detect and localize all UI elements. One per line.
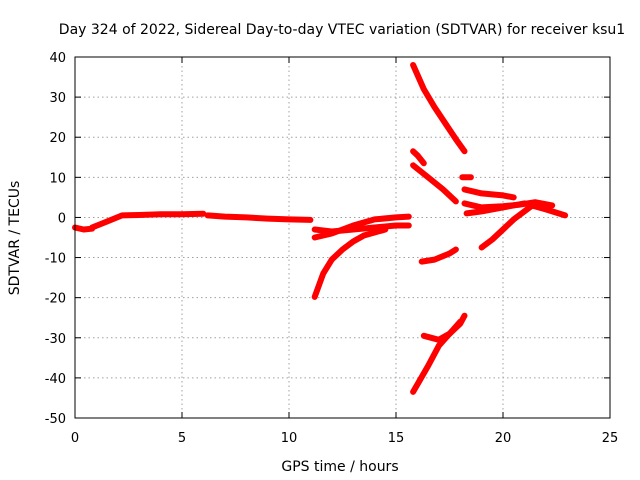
x-tick-label: 15 [388,431,405,446]
y-tick-label: -20 [45,292,66,307]
y-tick-label: -30 [45,332,66,347]
axis-ticks: 0 5 10 15 20 25 40 30 20 10 0 -10 -20 -30 -40 -50 [45,51,619,446]
series-arc-8 [410,148,427,167]
series-arc-1 [72,224,96,233]
x-axis-label: GPS time / hours [281,459,398,475]
series-arc-15 [418,246,459,265]
x-tick-label: 25 [602,431,619,446]
y-tick-label: -50 [45,412,66,427]
series-arc-14 [478,200,539,251]
series-arc-2 [89,210,207,231]
x-tick-label: 5 [178,431,186,446]
x-tick-label: 10 [281,431,298,446]
series-arc-9 [410,162,459,205]
series-arc-6 [311,226,389,300]
series-arc-17 [420,318,464,343]
y-tick-label: 10 [49,171,66,186]
plot-frame [74,56,611,419]
data-series [72,62,569,395]
series-arc-11 [461,186,517,201]
y-tick-label: 0 [58,211,66,226]
x-tick-label: 0 [71,431,79,446]
y-tick-label: 20 [49,131,66,146]
y-tick-label: -40 [45,372,66,387]
y-axis-label: SDTVAR / TECUs [7,181,23,296]
series-arc-3 [204,212,314,223]
chart-title: Day 324 of 2022, Sidereal Day-to-day VTE… [59,22,625,38]
y-tick-label: -10 [45,252,66,267]
series-arc-7 [410,62,468,155]
x-tick-label: 20 [495,431,512,446]
y-tick-label: 30 [49,91,66,106]
series-arc-5 [311,213,412,241]
y-tick-label: 40 [49,51,66,66]
